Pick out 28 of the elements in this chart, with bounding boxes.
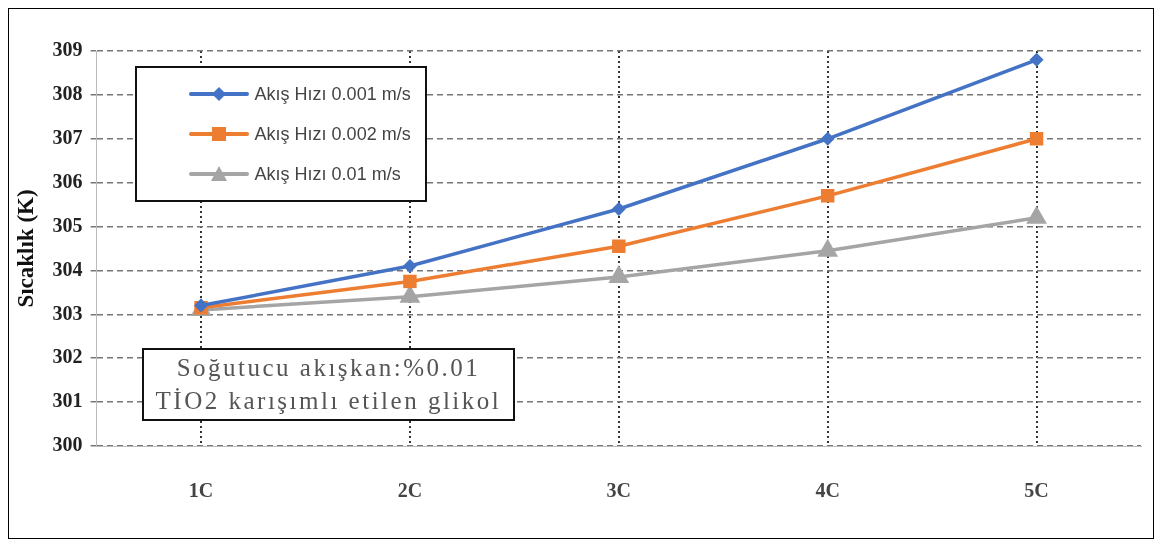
legend-label: Akış Hızı 0.002 m/s (254, 123, 411, 145)
point (402, 259, 417, 274)
legend-label: Akış Hızı 0.01 m/s (254, 163, 401, 185)
y-axis-title: Sıcaklık (K) (12, 189, 38, 308)
y-tick-label: 307 (52, 125, 83, 148)
point (820, 189, 835, 203)
annotation: Soğutucu akışkan:%0.01 TİO2 karışımlı etilen glikol (141, 348, 516, 421)
y-tick-label: 303 (52, 301, 83, 324)
x-tick-label: 2C (397, 479, 423, 502)
y-tick-label: 302 (52, 345, 83, 368)
legend-label: Akış Hızı 0.001 m/s (254, 83, 411, 105)
point (403, 274, 417, 289)
point (1029, 132, 1044, 146)
y-tick-label: 304 (52, 257, 83, 280)
x-tick-label: 1C (188, 479, 214, 502)
y-tick-label: 305 (52, 213, 83, 236)
point (820, 131, 835, 146)
y-tick-label: 309 (52, 38, 83, 61)
point (611, 202, 626, 216)
x-tick-label: 5C (1024, 479, 1049, 502)
y-tick-label: 300 (52, 433, 83, 456)
y-tick-label: 306 (52, 169, 83, 192)
y-tick-label: 308 (52, 82, 83, 105)
x-tick-label: 3C (606, 479, 632, 502)
x-tick-label: 4C (815, 479, 840, 502)
point (1029, 52, 1044, 67)
point (612, 239, 626, 254)
y-tick-label: 301 (52, 389, 83, 412)
